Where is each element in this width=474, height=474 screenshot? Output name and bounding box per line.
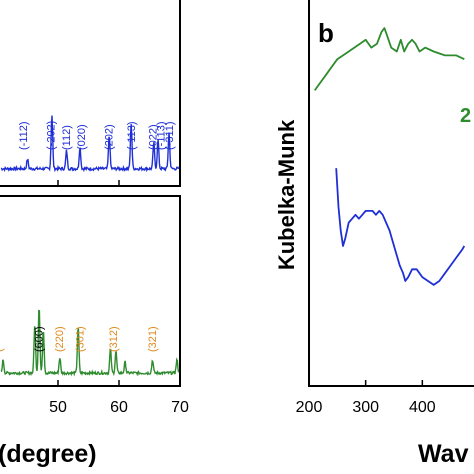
panel-a-annotations: (-112) (-202) (112) (020) (202) (-113) (022)(-… [0,121,176,352]
peak-label: (020) [76,124,88,150]
panel-a-tick-label: 60 [110,399,128,416]
peak-label: (202) [104,124,116,150]
peak-label: (301) [74,326,86,352]
panel-b: b 200 300 400 2 Kubelka-Munk Wav [274,0,474,468]
panel-b-series: 2 [313,27,471,286]
panel-a-series [0,115,180,377]
panel-a: 50 60 70 (-112) (-202) (112) (020) (202) (-113)… [0,0,189,468]
peak-label: (-113) [156,121,168,150]
panel-a-tick-label: 70 [171,399,189,416]
peak-label: (321) [147,326,159,352]
panel-a-bottom-frame [0,195,181,387]
peak-label: (-113) [126,121,138,150]
panel-a-tick-label: 50 [49,399,67,416]
panel-b-x-ticks: 200 300 400 [296,380,436,416]
peak-label: (312) [108,326,120,352]
xrd-pattern-top [0,115,180,173]
peak-label: (022) [148,124,160,150]
peak-label: (220) [54,326,66,352]
panel-b-label: b [318,18,334,48]
panel-a-x-ticks: 50 60 70 [49,180,189,416]
panel-b-y-axis-title: Kubelka-Munk [274,119,299,270]
peak-label: (-311) [164,121,176,150]
panel-b-frame [308,0,474,387]
panel-a-x-axis-title: (degree) [0,440,97,468]
peak-label: (-202) [46,121,58,150]
km-spectrum-0 [313,27,465,91]
peak-label: (112) [61,125,73,150]
peak-label: ( [0,348,5,352]
panel-b-tick-label: 400 [409,399,436,416]
series-label: 2 [460,105,471,127]
panel-b-tick-label: 200 [296,399,323,416]
panel-b-tick-label: 300 [352,399,379,416]
panel-b-x-axis-title: Wav [418,440,469,468]
peak-label: (600) [34,326,46,352]
peak-label: (-112) [18,121,30,150]
panel-a-top-frame [0,0,181,187]
xrd-pattern-bottom [0,309,180,377]
km-spectrum-1 [335,168,466,286]
